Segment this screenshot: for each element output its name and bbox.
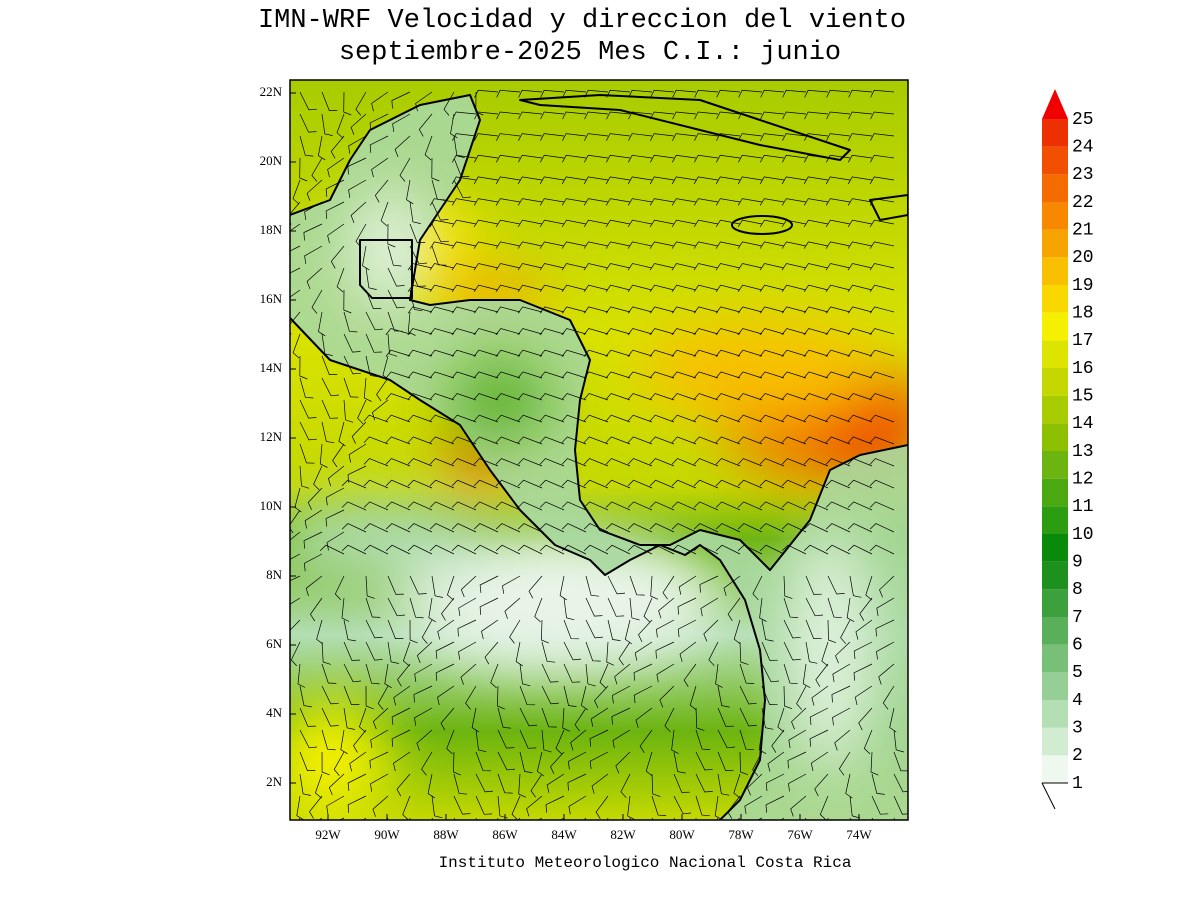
colorbar-box [1042,755,1068,783]
lon-label: 92W [315,827,341,842]
colorbar-wedge [1041,782,1068,810]
lat-axis: 22N 20N 18N 16N 14N 12N 10N 8N 6N 4N 2N [260,84,296,789]
colorbar-box [1042,146,1068,175]
colorbar-label: 15 [1072,386,1094,406]
colorbar-box [1042,202,1068,230]
colorbar-label: 22 [1072,193,1094,213]
lat-label: 16N [260,291,283,306]
lon-label: 84W [551,827,577,842]
colorbar-box [1042,119,1068,147]
colorbar-label: 11 [1072,497,1094,517]
colorbar-box [1042,561,1068,590]
colorbar-box [1042,395,1068,424]
barb-path [290,89,908,820]
colorbar-label: 7 [1072,608,1083,628]
colorbar-label: 3 [1072,718,1083,738]
colorbar-box [1042,257,1068,285]
colorbar-label: 21 [1072,220,1094,240]
colorbar-label: 4 [1072,691,1083,711]
colorbar-label: 5 [1072,663,1083,683]
title-line: IMN-WRF Velocidad y direccion del viento [258,6,906,36]
lat-label: 6N [266,636,283,651]
lat-label: 4N [266,705,283,720]
colorbar-arrow [1042,89,1068,119]
lat-label: 10N [260,498,283,513]
colorbar-label: 12 [1072,469,1094,489]
colorbar-label: 8 [1072,580,1083,600]
colorbar-label: 14 [1072,414,1094,434]
lon-label: 90W [374,827,400,842]
footer: Instituto Meteorologico Nacional Costa R… [439,854,852,872]
lat-label: 20N [260,153,283,168]
lat-label: 14N [260,360,283,375]
colorbar-box [1042,617,1068,645]
lon-label: 88W [433,827,459,842]
colorbar-label: 20 [1072,248,1094,268]
colorbar-label: 23 [1072,165,1094,185]
colorbar-label: 18 [1072,303,1094,323]
colorbar-label: 13 [1072,442,1094,462]
colorbar-label: 25 [1072,110,1094,130]
colorbar-box [1042,423,1068,451]
lon-label: 86W [492,827,518,842]
map-frame [289,79,909,821]
lat-label: 8N [266,567,283,582]
colorbar-label: 6 [1072,635,1083,655]
colorbar-box [1042,700,1068,728]
colorbar-box [1042,672,1068,700]
colorbar: 1234567891011121314151617181920212223242… [1041,89,1094,810]
lat-label: 2N [266,774,283,789]
lat-label: 18N [260,222,283,237]
colorbar-box [1042,312,1068,341]
colorbar-box [1042,451,1068,479]
colorbar-box [1042,589,1068,617]
colorbar-label: 9 [1072,552,1083,572]
colorbar-label: 16 [1072,359,1094,379]
lon-label: 80W [669,827,695,842]
wind-barbs [290,89,908,820]
colorbar-box [1042,727,1068,756]
lat-label: 22N [260,84,283,99]
colorbar-box [1042,285,1068,313]
lat-label: 12N [260,429,283,444]
colorbar-box [1042,478,1068,507]
title-line: septiembre-2025 Mes C.I.: junio [339,38,841,68]
colorbar-box [1042,534,1068,562]
colorbar-label: 19 [1072,276,1094,296]
colorbar-label: 17 [1072,331,1094,351]
colorbar-box [1042,644,1068,673]
colorbar-label: 2 [1072,746,1083,766]
lon-label: 74W [846,827,872,842]
colorbar-box [1042,229,1068,258]
colorbar-label: 10 [1072,525,1094,545]
colorbar-box [1042,368,1068,396]
colorbar-label: 1 [1072,774,1083,794]
lon-label: 76W [787,827,813,842]
colorbar-label: 24 [1072,137,1094,157]
colorbar-box [1042,340,1068,368]
lon-axis: 92W 90W 88W 86W 84W 82W 80W 78W 76W 74W [315,814,872,842]
map-field [290,80,908,820]
colorbar-box [1042,506,1068,534]
colorbar-box [1042,174,1068,202]
lon-label: 82W [610,827,636,842]
lon-label: 78W [728,827,754,842]
